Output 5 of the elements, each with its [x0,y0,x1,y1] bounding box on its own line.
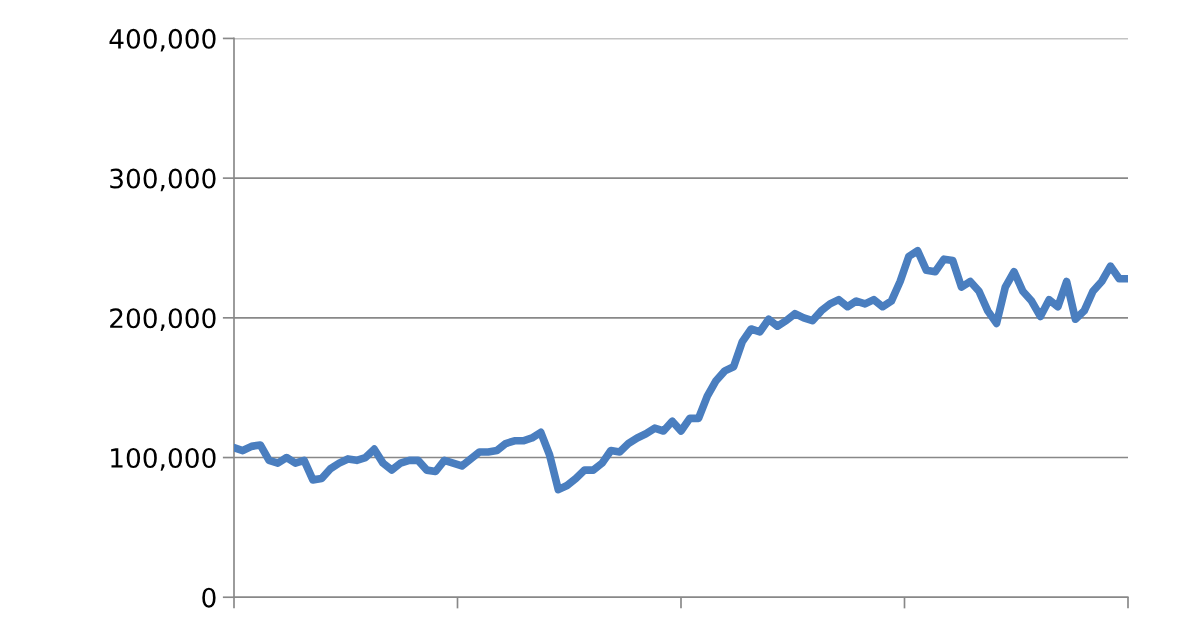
y-tick-label: 400,000 [109,28,216,52]
y-tick-label: 0 [202,587,216,608]
y-tick-label: 300,000 [110,168,216,192]
y-tick-label: 100,000 [111,447,216,471]
y-tick-label: 200,000 [110,308,216,331]
